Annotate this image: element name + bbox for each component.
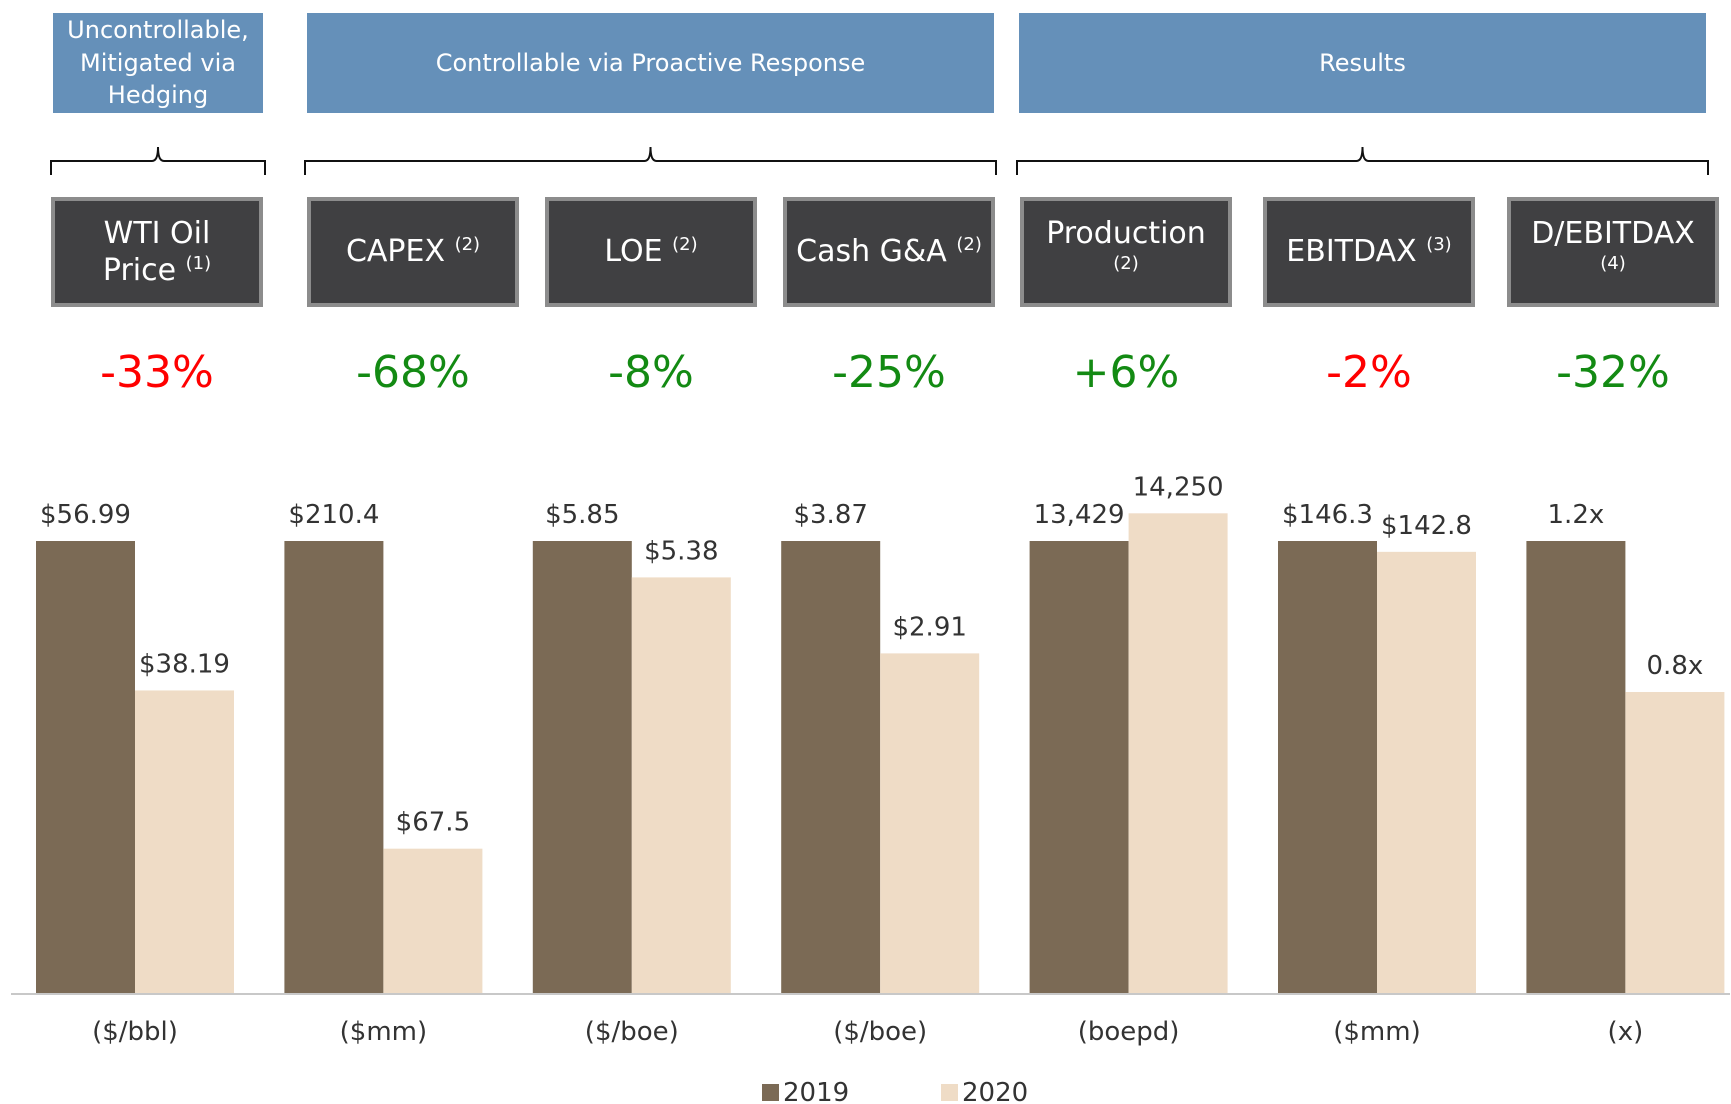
metric-box: WTI Oil Price (1) <box>51 197 263 307</box>
value-label: $2.91 <box>892 612 966 642</box>
value-label: $38.19 <box>139 649 230 679</box>
value-label: $146.3 <box>1282 500 1373 530</box>
value-label: $5.38 <box>644 536 718 566</box>
value-label: 0.8x <box>1647 651 1704 681</box>
metric-name: CAPEX <box>345 234 446 270</box>
bar <box>1377 551 1476 994</box>
metric-name: Production <box>1046 215 1206 251</box>
group-header: Uncontrollable, Mitigated via Hedging <box>53 13 263 113</box>
legend-swatch <box>762 1084 779 1101</box>
bar <box>36 541 135 994</box>
unit-label: ($/boe) <box>833 1017 927 1047</box>
metric-box: Cash G&A (2) <box>783 197 995 307</box>
metric-name-wrap: Production (2) <box>1032 215 1220 290</box>
value-label: $67.5 <box>396 808 470 838</box>
legend-label: 2020 <box>962 1078 1028 1104</box>
bar <box>284 541 384 994</box>
metric-note: (2) <box>956 234 982 256</box>
value-label: 1.2x <box>1548 500 1605 530</box>
bar <box>1625 692 1725 994</box>
metric-box: EBITDAX (3) <box>1263 197 1475 307</box>
metric-name: D/EBITDAX <box>1531 215 1695 251</box>
change-label: -32% <box>1556 347 1670 398</box>
change-label: -33% <box>100 347 214 398</box>
group-header: Controllable via Proactive Response <box>307 13 994 113</box>
bar <box>631 577 731 994</box>
bar <box>1278 541 1377 994</box>
bar <box>1029 541 1129 994</box>
value-label: $210.4 <box>288 500 379 530</box>
value-label: $5.85 <box>545 500 619 530</box>
unit-label: (x) <box>1608 1017 1644 1047</box>
unit-label: (boepd) <box>1078 1017 1180 1047</box>
metric-note: (1) <box>185 253 212 274</box>
legend-swatch <box>941 1084 958 1101</box>
metric-name-wrap: CAPEX (2) <box>346 233 480 271</box>
value-label: $3.87 <box>793 500 867 530</box>
metric-note: (3) <box>1426 234 1452 256</box>
bar <box>532 541 632 994</box>
metric-note: (2) <box>672 234 698 256</box>
legend-label: 2019 <box>783 1078 849 1104</box>
change-label: -68% <box>356 347 470 398</box>
metric-box: D/EBITDAX (4) <box>1507 197 1719 307</box>
metric-name-wrap: Cash G&A (2) <box>796 233 982 271</box>
bar <box>880 653 980 994</box>
bar <box>1526 541 1626 994</box>
metric-name: Cash G&A <box>796 234 947 270</box>
value-label: 14,250 <box>1133 472 1224 502</box>
metric-name-wrap: WTI Oil Price (1) <box>63 215 251 290</box>
unit-label: ($mm) <box>340 1017 427 1047</box>
metric-note: (2) <box>1113 253 1139 274</box>
metric-name: EBITDAX <box>1286 234 1417 270</box>
bracket <box>50 146 266 175</box>
unit-label: ($/bbl) <box>92 1017 178 1047</box>
metric-box: CAPEX (2) <box>307 197 519 307</box>
metric-box: Production (2) <box>1020 197 1232 307</box>
change-label: -25% <box>832 347 946 398</box>
metric-name: LOE <box>604 234 663 270</box>
unit-label: ($/boe) <box>585 1017 679 1047</box>
bar <box>383 848 483 994</box>
bar <box>781 541 881 994</box>
metric-name-wrap: D/EBITDAX (4) <box>1519 215 1707 290</box>
bar <box>135 690 234 994</box>
value-label: 13,429 <box>1034 500 1125 530</box>
change-label: +6% <box>1072 347 1180 398</box>
metric-name-wrap: LOE (2) <box>604 233 697 271</box>
group-header: Results <box>1019 13 1706 113</box>
metric-note: (4) <box>1600 253 1626 274</box>
value-label: $56.99 <box>40 500 131 530</box>
bracket <box>1016 146 1709 175</box>
metric-name: WTI Oil Price <box>102 215 211 289</box>
unit-label: ($mm) <box>1333 1017 1420 1047</box>
bar <box>1128 513 1228 994</box>
value-label: $142.8 <box>1381 511 1472 541</box>
change-label: -2% <box>1326 347 1412 398</box>
metric-note: (2) <box>454 234 481 256</box>
metric-box: LOE (2) <box>545 197 757 307</box>
change-label: -8% <box>608 347 694 398</box>
metric-name-wrap: EBITDAX (3) <box>1286 233 1451 271</box>
bracket <box>304 146 997 175</box>
